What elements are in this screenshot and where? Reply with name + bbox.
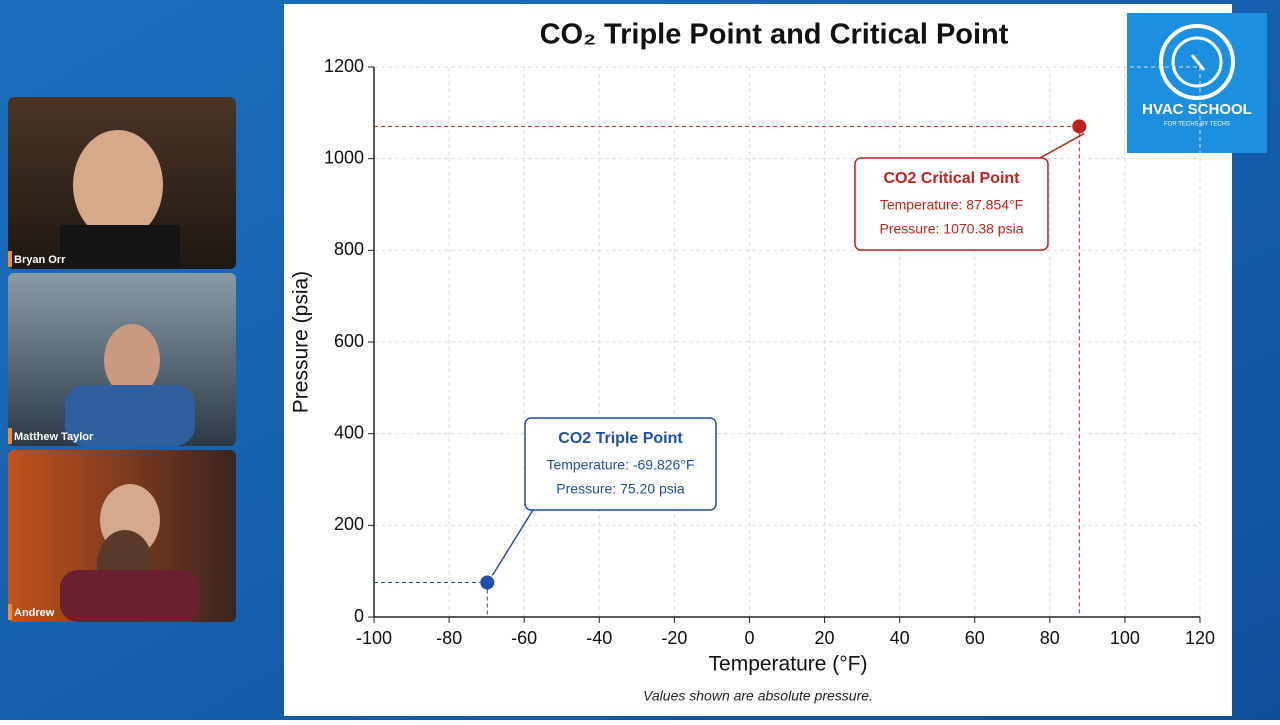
chart-panel (284, 4, 1232, 716)
y-axis-label: Pressure (psia) (290, 271, 313, 413)
x-tick-label: -60 (511, 628, 537, 648)
y-tick-label: 1200 (324, 56, 364, 76)
logo-icon (1171, 36, 1223, 88)
x-tick-label: 100 (1110, 628, 1140, 648)
logo: HVAC SCHOOL FOR TECHS BY TECHS (1127, 13, 1267, 153)
y-tick-label: 200 (334, 514, 364, 534)
annotation-text: Pressure: 1070.38 psia (880, 221, 1024, 237)
person (65, 385, 195, 446)
logo-tagline: FOR TECHS BY TECHS (1164, 122, 1230, 128)
y-tick-label: 1000 (324, 147, 364, 167)
logo-box (1127, 13, 1267, 153)
x-tick-label: 60 (965, 628, 985, 648)
logo-title: HVAC SCHOOL (1142, 101, 1252, 118)
person (60, 570, 200, 622)
x-tick-label: 80 (1040, 628, 1060, 648)
logo-icon (1159, 24, 1235, 100)
y-tick-label: 600 (334, 331, 364, 351)
participant-name: Matthew Taylor (14, 431, 94, 443)
annotation-arrow (1039, 132, 1085, 159)
person (60, 225, 180, 269)
x-tick-label: 40 (890, 628, 910, 648)
annotation-text: Pressure: 75.20 psia (556, 481, 685, 497)
point (1072, 119, 1087, 134)
annotation-text: Temperature: 87.854°F (880, 197, 1023, 213)
x-tick-label: -20 (661, 628, 687, 648)
x-tick-label: 0 (744, 628, 754, 648)
x-tick-label: 20 (815, 628, 835, 648)
annotation-text: Temperature: -69.826°F (546, 457, 694, 473)
x-tick-label: -100 (356, 628, 392, 648)
name-tag (8, 604, 12, 620)
x-tick-label: 120 (1185, 628, 1215, 648)
point (480, 575, 495, 590)
chart-title: CO₂ Triple Point and Critical Point (540, 19, 1009, 51)
x-tick-label: -40 (586, 628, 612, 648)
x-axis-label: Temperature (°F) (709, 653, 868, 676)
plot: -100 -80 -60 -40 -20 0 20 40 60 80 100 120020040060… (324, 56, 1215, 648)
annotation-box (854, 157, 1049, 251)
annotation-box (524, 417, 717, 511)
webcams: Bryan Orr Matthew Taylor Andrew (8, 97, 236, 622)
chart-note: Values shown are absolute pressure. (643, 688, 873, 704)
person (73, 130, 163, 240)
name-tag (8, 251, 12, 267)
logo-icon (1190, 54, 1206, 71)
annotation-title: CO2 Critical Point (883, 170, 1020, 187)
y-tick-label: 800 (334, 239, 364, 259)
annotation-arrow (491, 509, 534, 576)
participant-name: Bryan Orr (14, 254, 66, 266)
y-tick-label: 400 (334, 422, 364, 442)
name-tag (8, 428, 12, 444)
participant-name: Andrew (14, 607, 55, 619)
y-tick-label: 0 (354, 606, 364, 626)
annotation-title: CO2 Triple Point (558, 430, 683, 447)
person (104, 324, 160, 396)
x-tick-label: -80 (436, 628, 462, 648)
